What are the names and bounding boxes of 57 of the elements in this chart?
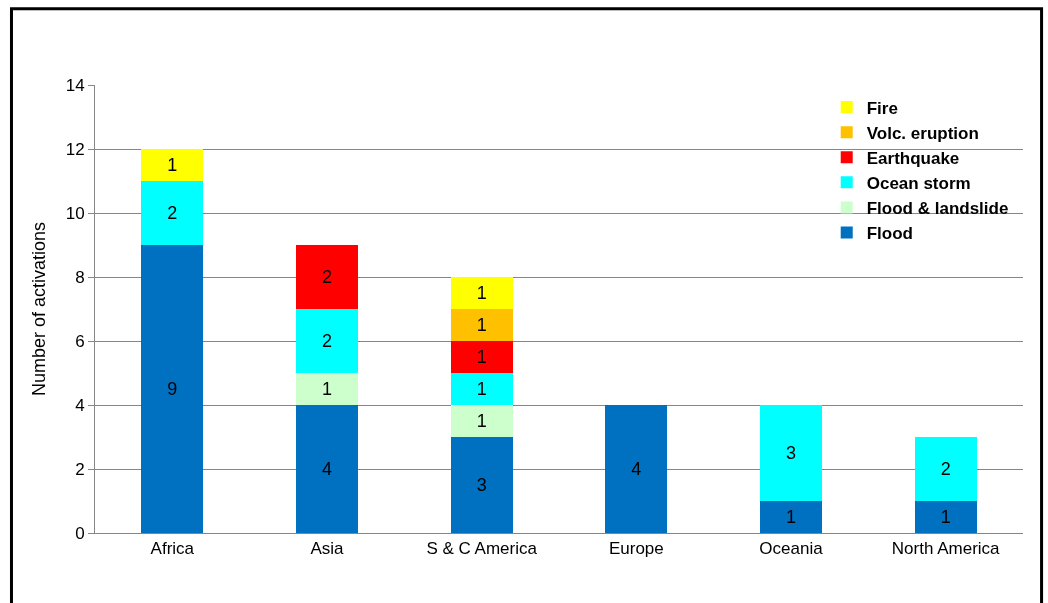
data-label: 1 (476, 283, 487, 303)
data-label: 3 (476, 475, 487, 495)
y-tick-label: 14 (65, 75, 85, 95)
data-label: 1 (940, 507, 951, 527)
y-tick-label: 0 (75, 523, 85, 543)
bar (450, 309, 513, 341)
bar (296, 405, 358, 533)
bar (296, 245, 358, 309)
data-label: 1 (321, 379, 333, 399)
bar (450, 437, 513, 533)
data-label: 2 (940, 459, 951, 479)
y-tick-label: 8 (75, 267, 85, 287)
data-label: 4 (321, 459, 333, 479)
bar (450, 405, 513, 437)
x-tick-label: Oceania (759, 539, 824, 559)
bar (141, 245, 204, 533)
x-tick-label: Europe (608, 539, 664, 559)
data-label: 2 (321, 331, 333, 351)
data-label: 4 (631, 459, 642, 479)
bar (141, 149, 204, 181)
data-label: 2 (321, 267, 333, 287)
data-label: 1 (785, 507, 797, 527)
y-axis-title: Number of activations (28, 221, 49, 397)
legend-label: Ocean storm (866, 173, 971, 193)
legend-label: Flood & landslide (866, 199, 1009, 219)
x-tick-label: S & C America (426, 539, 538, 559)
y-tick-label: 12 (65, 139, 85, 159)
bar (450, 277, 513, 309)
x-tick-label: Africa (150, 539, 195, 559)
data-label: 1 (476, 411, 487, 431)
legend-label: Fire (866, 98, 898, 118)
bar (296, 373, 358, 405)
bar (605, 405, 668, 533)
y-tick-label: 4 (75, 395, 85, 415)
data-label: 2 (167, 203, 178, 223)
bar (296, 309, 358, 373)
y-tick-label: 10 (65, 203, 85, 223)
bar (914, 501, 977, 533)
data-label: 1 (476, 379, 487, 399)
y-tick-label: 2 (75, 459, 85, 479)
bar (914, 437, 977, 501)
data-label: 1 (476, 315, 487, 335)
bar (141, 181, 204, 245)
y-tick-label: 6 (75, 331, 85, 351)
data-label: 1 (476, 347, 487, 367)
x-tick-label: North America (891, 539, 1001, 559)
legend-label: Earthquake (866, 148, 960, 168)
x-tick-label: Asia (310, 539, 345, 559)
bar (450, 341, 513, 373)
legend-label: Volc. eruption (866, 123, 979, 143)
bar (760, 501, 822, 533)
legend-label: Flood (866, 224, 913, 244)
bar (760, 405, 822, 501)
data-label: 9 (167, 379, 178, 399)
data-label: 1 (167, 155, 178, 175)
data-label: 3 (785, 443, 797, 463)
bar (450, 373, 513, 405)
